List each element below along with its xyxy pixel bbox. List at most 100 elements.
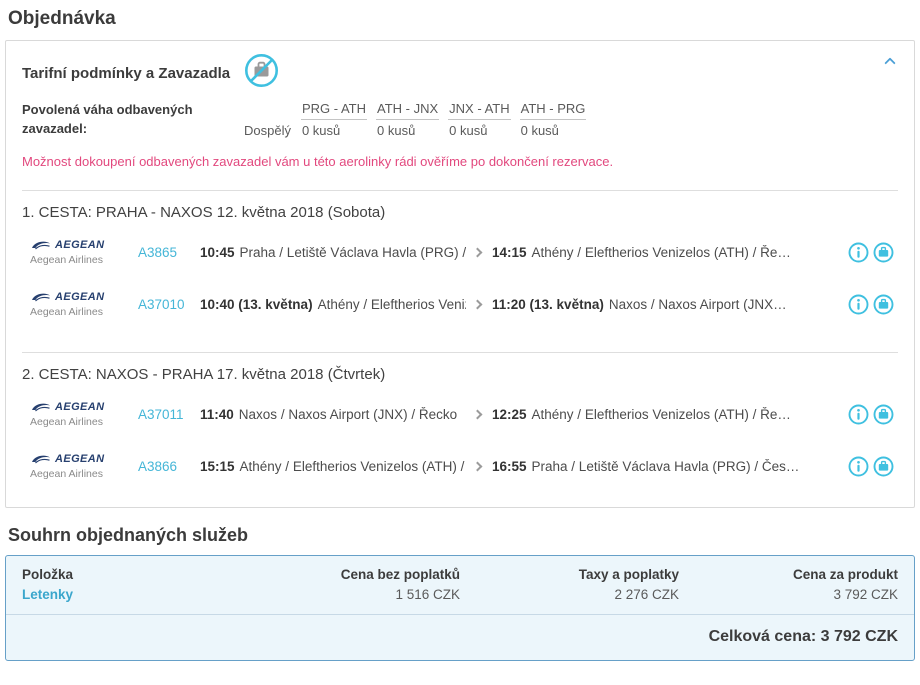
trip-1-heading: 1. CESTA: PRAHA - NAXOS 12. května 2018 … — [22, 204, 898, 221]
arrival-segment: 16:55 Praha / Letiště Václava Havla (PRG)… — [492, 459, 838, 474]
baggage-value: 0 kusů — [448, 120, 510, 139]
arrival-place: Naxos / Naxos Airport (JNX… — [609, 297, 787, 312]
summary-col-taxes: Taxy a poplatky 2 276 CZK — [460, 567, 679, 602]
arrival-place: Athény / Eleftherios Venizelos (ATH) / Ř… — [532, 407, 791, 422]
airline-name: Aegean Airlines — [30, 306, 138, 318]
airline-name: Aegean Airlines — [30, 254, 138, 266]
info-icon[interactable] — [848, 242, 869, 263]
info-icon[interactable] — [848, 456, 869, 477]
arrival-time: 14:15 — [492, 245, 527, 260]
baggage-value: 0 kusů — [376, 120, 439, 139]
summary-heading: Souhrn objednaných služeb — [8, 525, 915, 546]
trip-2-heading: 2. CESTA: NAXOS - PRAHA 17. května 2018 … — [22, 366, 898, 383]
baggage-value: 0 kusů — [520, 120, 587, 139]
order-summary-box: Položka Letenky Cena bez poplatků 1 516 … — [5, 555, 915, 661]
chevron-right-icon — [466, 301, 492, 308]
flight-number-link[interactable]: A3865 — [138, 245, 200, 260]
departure-segment: 15:15 Athény / Eleftherios Venizelos (ATH… — [200, 459, 466, 474]
baggage-col-header: JNX - ATH — [448, 101, 510, 120]
order-page: Objednávka Tarifní podmínky a Zavazadla … — [0, 0, 920, 661]
arrival-place: Athény / Eleftherios Venizelos (ATH) / Ř… — [532, 245, 791, 260]
fare-conditions-card: Tarifní podmínky a Zavazadla Povolená vá… — [5, 40, 915, 508]
total-price: Celková cena: 3 792 CZK — [6, 615, 914, 660]
airline-brand-text: AEGEAN — [55, 291, 104, 303]
baggage-icon[interactable] — [873, 294, 894, 315]
aegean-emblem-icon — [30, 291, 52, 303]
flight-row: AEGEAN Aegean Airlines A37011 11:40 Naxos… — [22, 389, 898, 441]
airline-logo: AEGEAN Aegean Airlines — [30, 239, 138, 266]
page-title: Objednávka — [8, 8, 915, 30]
info-icon[interactable] — [848, 404, 869, 425]
summary-col-item: Položka Letenky — [22, 567, 241, 602]
info-icon[interactable] — [848, 294, 869, 315]
flight-number-link[interactable]: A37010 — [138, 297, 200, 312]
baggage-empty-cell — [243, 101, 292, 120]
departure-time: 15:15 — [200, 459, 235, 474]
departure-segment: 10:40 (13. května) Athény / Eleftherios V… — [200, 297, 466, 312]
arrival-time: 12:25 — [492, 407, 527, 422]
summary-col-header: Cena za produkt — [679, 567, 898, 582]
airline-logo: AEGEAN Aegean Airlines — [30, 401, 138, 428]
summary-columns: Položka Letenky Cena bez poplatků 1 516 … — [6, 556, 914, 612]
section-divider — [22, 190, 898, 191]
baggage-header-row: PRG - ATH ATH - JNX JNX - ATH ATH - PRG — [243, 101, 586, 120]
chevron-right-icon — [466, 411, 492, 418]
airline-brand-text: AEGEAN — [55, 239, 104, 251]
chevron-up-icon — [884, 57, 895, 68]
departure-place: Praha / Letiště Václava Havla (PRG) / Če… — [240, 245, 466, 260]
tickets-link[interactable]: Letenky — [22, 587, 241, 602]
baggage-passenger-type: Dospělý — [243, 120, 292, 139]
baggage-value: 0 kusů — [301, 120, 367, 139]
summary-col-product-price: Cena za produkt 3 792 CZK — [679, 567, 898, 602]
arrival-segment: 14:15 Athény / Eleftherios Venizelos (ATH… — [492, 245, 838, 260]
baggage-label-line1: Povolená váha odbavených — [22, 101, 230, 120]
summary-col-header: Položka — [22, 567, 241, 582]
arrival-place: Praha / Letiště Václava Havla (PRG) / Če… — [532, 459, 800, 474]
flight-row: AEGEAN Aegean Airlines A3865 10:45 Praha … — [22, 227, 898, 279]
airline-logo: AEGEAN Aegean Airlines — [30, 291, 138, 318]
baggage-icon[interactable] — [873, 404, 894, 425]
collapse-section-button[interactable] — [882, 55, 898, 71]
departure-time: 10:45 — [200, 245, 235, 260]
summary-col-header: Cena bez poplatků — [241, 567, 460, 582]
departure-segment: 11:40 Naxos / Naxos Airport (JNX) / Řecko — [200, 407, 466, 422]
aegean-emblem-icon — [30, 453, 52, 465]
departure-time: 10:40 (13. května) — [200, 297, 313, 312]
departure-place: Athény / Eleftherios Venizelos (ATH) / Ř… — [240, 459, 466, 474]
airline-brand-text: AEGEAN — [55, 401, 104, 413]
departure-place: Athény / Eleftherios Venizelos — [318, 297, 466, 312]
baggage-allowance-table: PRG - ATH ATH - JNX JNX - ATH ATH - PRG … — [234, 101, 595, 139]
flight-number-link[interactable]: A37011 — [138, 407, 200, 422]
aegean-emblem-icon — [30, 401, 52, 413]
arrival-time: 11:20 (13. května) — [492, 297, 604, 312]
departure-time: 11:40 — [200, 407, 234, 422]
flight-row: AEGEAN Aegean Airlines A37010 10:40 (13.… — [22, 279, 898, 331]
fare-card-header[interactable]: Tarifní podmínky a Zavazadla — [22, 53, 898, 93]
baggage-allowance-label: Povolená váha odbavených zavazadel: — [22, 101, 230, 139]
baggage-col-header: PRG - ATH — [301, 101, 367, 120]
section-divider — [22, 352, 898, 353]
no-baggage-icon — [244, 53, 279, 93]
aegean-emblem-icon — [30, 239, 52, 251]
fare-card-title: Tarifní podmínky a Zavazadla — [22, 65, 230, 82]
arrival-time: 16:55 — [492, 459, 527, 474]
airline-brand-text: AEGEAN — [55, 453, 104, 465]
chevron-right-icon — [466, 249, 492, 256]
summary-col-value: 3 792 CZK — [679, 587, 898, 602]
baggage-label-line2: zavazadel: — [22, 120, 230, 139]
arrival-segment: 12:25 Athény / Eleftherios Venizelos (ATH… — [492, 407, 838, 422]
flight-number-link[interactable]: A3866 — [138, 459, 200, 474]
airline-name: Aegean Airlines — [30, 416, 138, 428]
departure-segment: 10:45 Praha / Letiště Václava Havla (PRG)… — [200, 245, 466, 260]
chevron-right-icon — [466, 463, 492, 470]
summary-col-value: 2 276 CZK — [460, 587, 679, 602]
baggage-icon[interactable] — [873, 456, 894, 477]
baggage-col-header: ATH - PRG — [520, 101, 587, 120]
baggage-icon[interactable] — [873, 242, 894, 263]
summary-col-value: 1 516 CZK — [241, 587, 460, 602]
baggage-col-header: ATH - JNX — [376, 101, 439, 120]
departure-place: Naxos / Naxos Airport (JNX) / Řecko — [239, 407, 457, 422]
airline-logo: AEGEAN Aegean Airlines — [30, 453, 138, 480]
arrival-segment: 11:20 (13. května) Naxos / Naxos Airport … — [492, 297, 838, 312]
baggage-purchase-notice: Možnost dokoupení odbavených zavazadel v… — [22, 154, 898, 169]
